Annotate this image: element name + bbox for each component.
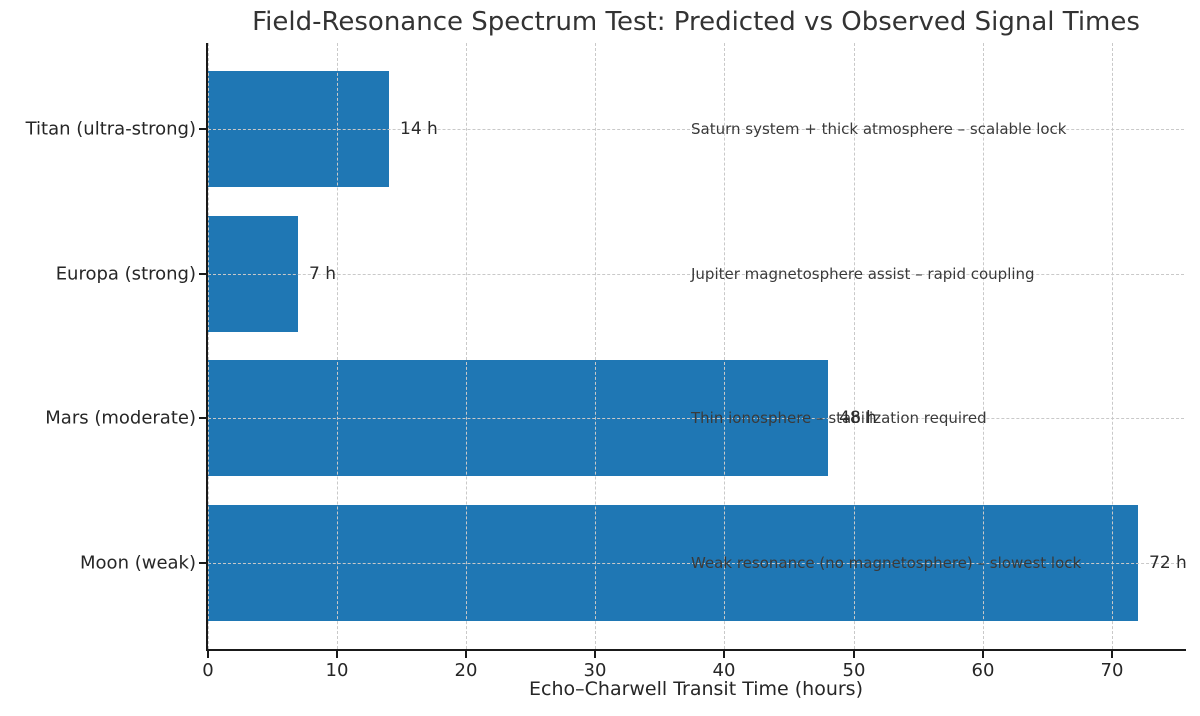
y-tick-label: Europa (strong) [55, 263, 196, 285]
x-tick-label: 0 [202, 660, 214, 681]
gridline-x [724, 43, 725, 649]
x-tick-label: 40 [712, 660, 736, 681]
y-tick-label: Mars (moderate) [45, 407, 196, 429]
x-tick-mark [723, 651, 725, 658]
x-axis-spine [206, 649, 1186, 651]
bar-annotation: Saturn system + thick atmosphere – scala… [691, 120, 1067, 138]
y-tick-mark [199, 562, 206, 564]
x-tick-mark [594, 651, 596, 658]
gridline-x [595, 43, 596, 649]
y-axis-spine [206, 43, 208, 651]
x-tick-label: 50 [842, 660, 866, 681]
bar-value-label: 48 h [839, 408, 877, 428]
gridline-x [983, 43, 984, 649]
bar-annotation: Jupiter magnetosphere assist – rapid cou… [691, 265, 1035, 283]
y-tick-mark [199, 417, 206, 419]
gridline-x [208, 43, 209, 649]
x-axis-label: Echo–Charwell Transit Time (hours) [529, 678, 863, 700]
bar-annotation: Thin ionosphere – stabilization required [691, 409, 987, 427]
gridline-y [208, 129, 1184, 130]
x-tick-mark [465, 651, 467, 658]
bar-value-label: 72 h [1149, 553, 1187, 573]
x-tick-mark [336, 651, 338, 658]
x-tick-mark [1111, 651, 1113, 658]
gridline-y [208, 563, 1184, 564]
bar-value-label: 14 h [400, 119, 438, 139]
gridline-x [337, 43, 338, 649]
x-tick-label: 20 [454, 660, 478, 681]
x-tick-label: 30 [583, 660, 607, 681]
gridline-y [208, 418, 1184, 419]
y-tick-mark [199, 128, 206, 130]
gridline-x [466, 43, 467, 649]
x-tick-label: 60 [971, 660, 995, 681]
x-tick-mark [207, 651, 209, 658]
y-tick-label: Titan (ultra-strong) [25, 118, 196, 140]
x-tick-label: 10 [325, 660, 349, 681]
y-tick-label: Moon (weak) [80, 552, 196, 574]
x-tick-mark [982, 651, 984, 658]
gridline-y [208, 274, 1184, 275]
bar-value-label: 7 h [309, 264, 336, 284]
gridline-x [1112, 43, 1113, 649]
y-tick-mark [199, 273, 206, 275]
gridline-x [854, 43, 855, 649]
chart-title: Field-Resonance Spectrum Test: Predicted… [252, 7, 1140, 37]
x-tick-mark [853, 651, 855, 658]
x-tick-label: 70 [1100, 660, 1124, 681]
bar-annotation: Weak resonance (no magnetosphere) – slow… [691, 554, 1082, 572]
